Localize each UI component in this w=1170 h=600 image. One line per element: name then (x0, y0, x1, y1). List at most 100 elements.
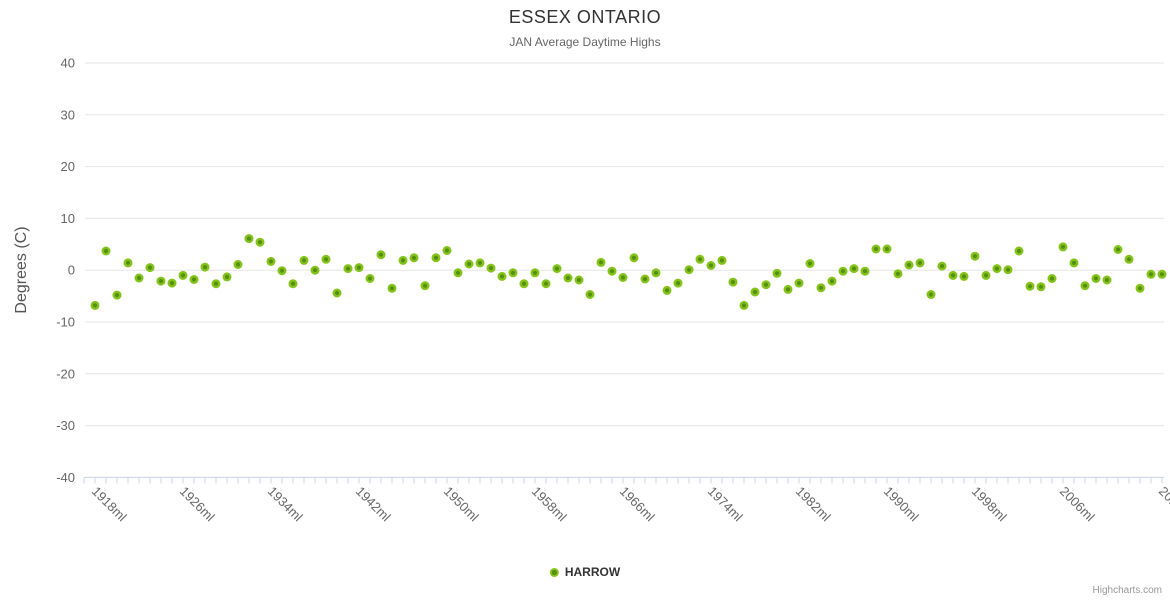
scatter-point[interactable] (695, 254, 705, 264)
scatter-point[interactable] (1124, 254, 1134, 264)
scatter-point[interactable] (541, 279, 551, 289)
scatter-point[interactable] (563, 273, 573, 283)
scatter-point[interactable] (640, 274, 650, 284)
scatter-point[interactable] (992, 264, 1002, 274)
scatter-point[interactable] (519, 279, 529, 289)
scatter-point[interactable] (618, 273, 628, 282)
scatter-point[interactable] (959, 271, 969, 281)
scatter-point[interactable] (717, 255, 727, 265)
scatter-point[interactable] (1157, 269, 1167, 279)
scatter-point[interactable] (299, 255, 309, 265)
scatter-point[interactable] (915, 258, 925, 268)
scatter-point[interactable] (398, 255, 408, 265)
scatter-point[interactable] (662, 285, 672, 295)
scatter-point[interactable] (453, 268, 463, 278)
scatter-point[interactable] (629, 253, 639, 263)
scatter-point[interactable] (761, 280, 771, 290)
scatter-point[interactable] (101, 246, 111, 256)
scatter-point[interactable] (871, 244, 881, 254)
scatter-point[interactable] (442, 246, 452, 255)
scatter-point[interactable] (805, 259, 815, 268)
scatter-point[interactable] (1014, 246, 1024, 256)
scatter-point[interactable] (1091, 274, 1101, 283)
scatter-point[interactable] (365, 274, 375, 283)
scatter-point[interactable] (1080, 281, 1090, 291)
scatter-point[interactable] (1036, 282, 1046, 292)
scatter-point[interactable] (772, 268, 782, 278)
scatter-point[interactable] (1003, 265, 1013, 275)
scatter-point[interactable] (1069, 258, 1079, 268)
scatter-point[interactable] (90, 300, 100, 310)
scatter-point[interactable] (739, 300, 749, 310)
scatter-point[interactable] (167, 278, 177, 288)
legend-item-harrow[interactable]: HARROW (549, 565, 620, 579)
scatter-point[interactable] (783, 284, 793, 294)
scatter-point[interactable] (893, 269, 903, 279)
scatter-point[interactable] (431, 253, 441, 263)
scatter-point[interactable] (552, 264, 562, 274)
scatter-point[interactable] (904, 260, 914, 270)
scatter-point[interactable] (409, 253, 419, 263)
scatter-point[interactable] (508, 268, 518, 278)
scatter-point[interactable] (1146, 269, 1156, 279)
scatter-point[interactable] (123, 258, 133, 268)
scatter-point[interactable] (926, 290, 936, 299)
scatter-point[interactable] (255, 237, 265, 247)
scatter-point[interactable] (849, 264, 859, 274)
scatter-point[interactable] (838, 266, 848, 276)
scatter-point[interactable] (585, 290, 595, 299)
scatter-point[interactable] (728, 277, 738, 287)
scatter-point[interactable] (486, 263, 496, 273)
highcharts-credit-link[interactable]: Highcharts.com (1092, 585, 1162, 596)
scatter-point[interactable] (948, 270, 958, 280)
scatter-point[interactable] (376, 250, 386, 260)
scatter-point[interactable] (607, 266, 617, 276)
scatter-point[interactable] (1113, 245, 1123, 254)
scatter-point[interactable] (1047, 274, 1057, 283)
scatter-point[interactable] (970, 251, 980, 261)
scatter-point[interactable] (310, 265, 320, 275)
scatter-point[interactable] (321, 254, 331, 264)
scatter-point[interactable] (156, 276, 166, 286)
scatter-point[interactable] (200, 262, 210, 272)
scatter-point[interactable] (178, 270, 188, 280)
scatter-point[interactable] (1135, 283, 1145, 293)
scatter-point[interactable] (981, 270, 991, 280)
scatter-point[interactable] (387, 283, 397, 293)
scatter-point[interactable] (134, 273, 144, 283)
scatter-point[interactable] (827, 276, 837, 286)
scatter-point[interactable] (233, 260, 243, 269)
scatter-point[interactable] (860, 266, 870, 276)
scatter-point[interactable] (530, 268, 540, 278)
scatter-point[interactable] (1058, 242, 1068, 252)
scatter-point[interactable] (651, 268, 661, 278)
scatter-point[interactable] (112, 290, 122, 300)
scatter-point[interactable] (1025, 281, 1035, 291)
scatter-point[interactable] (684, 265, 694, 275)
scatter-point[interactable] (244, 234, 254, 244)
scatter-point[interactable] (706, 261, 716, 270)
scatter-point[interactable] (464, 259, 474, 269)
scatter-point[interactable] (816, 283, 826, 293)
scatter-point[interactable] (1102, 275, 1112, 285)
scatter-point[interactable] (794, 278, 804, 288)
scatter-point[interactable] (750, 287, 760, 297)
scatter-point[interactable] (277, 266, 287, 276)
scatter-point[interactable] (145, 263, 155, 273)
scatter-point[interactable] (596, 257, 606, 267)
scatter-point[interactable] (673, 278, 683, 288)
scatter-point[interactable] (420, 281, 430, 291)
scatter-point[interactable] (343, 264, 353, 274)
scatter-point[interactable] (574, 275, 584, 285)
scatter-point[interactable] (266, 256, 276, 266)
scatter-point[interactable] (937, 261, 947, 271)
scatter-point[interactable] (211, 279, 221, 289)
scatter-point[interactable] (882, 244, 892, 254)
scatter-point[interactable] (497, 271, 507, 281)
scatter-point[interactable] (288, 279, 298, 289)
scatter-point[interactable] (354, 263, 364, 273)
scatter-point[interactable] (222, 272, 232, 282)
scatter-point[interactable] (475, 258, 485, 268)
scatter-point[interactable] (332, 288, 342, 298)
scatter-point[interactable] (189, 275, 199, 284)
